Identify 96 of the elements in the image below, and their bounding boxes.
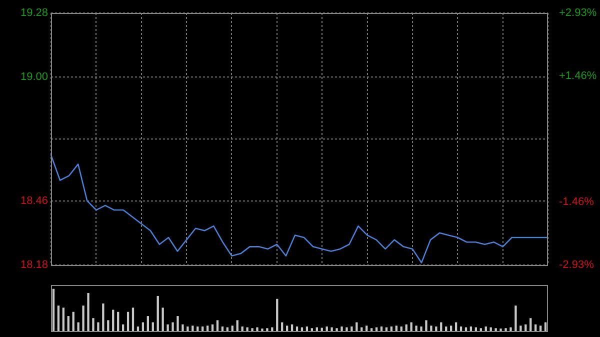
bar bbox=[494, 328, 497, 331]
bar bbox=[346, 327, 348, 331]
bar bbox=[440, 322, 442, 331]
bar bbox=[340, 326, 343, 331]
bar bbox=[390, 326, 393, 331]
bar bbox=[92, 318, 94, 331]
bar bbox=[454, 322, 458, 331]
bar bbox=[156, 296, 159, 331]
bar bbox=[52, 288, 55, 331]
y2-tick-label: -2.93% bbox=[559, 259, 594, 272]
bar bbox=[534, 324, 537, 331]
bar bbox=[504, 328, 507, 331]
bar bbox=[117, 312, 120, 331]
bar bbox=[286, 326, 288, 331]
bar bbox=[445, 326, 448, 331]
bar bbox=[450, 326, 452, 331]
bar bbox=[67, 316, 70, 331]
bar bbox=[102, 303, 104, 331]
bar bbox=[182, 324, 184, 331]
bar bbox=[146, 316, 149, 331]
bar bbox=[480, 328, 482, 331]
bar bbox=[216, 320, 219, 331]
bar bbox=[356, 322, 358, 331]
bar bbox=[430, 326, 432, 331]
bar bbox=[72, 312, 74, 331]
bar bbox=[142, 322, 144, 331]
bar bbox=[276, 298, 278, 331]
bar bbox=[520, 326, 522, 331]
bar bbox=[514, 306, 517, 331]
bar bbox=[236, 320, 238, 331]
bar bbox=[77, 322, 80, 331]
bar bbox=[211, 324, 214, 331]
y-tick-label: 19.00 bbox=[20, 71, 48, 84]
bar bbox=[122, 324, 124, 331]
y2-tick-label: -1.46% bbox=[559, 196, 594, 208]
bar bbox=[256, 327, 258, 331]
bar bbox=[192, 326, 194, 331]
bar bbox=[290, 324, 294, 331]
bar bbox=[524, 324, 527, 331]
bar bbox=[336, 328, 338, 331]
bar bbox=[350, 326, 353, 331]
bar bbox=[62, 308, 65, 331]
bar bbox=[281, 322, 284, 331]
bar bbox=[202, 326, 204, 331]
bar bbox=[460, 326, 462, 331]
bar bbox=[400, 326, 402, 331]
bar bbox=[82, 306, 84, 331]
bar bbox=[530, 318, 532, 331]
y-tick-label: 18.46 bbox=[20, 194, 48, 207]
bar bbox=[152, 322, 154, 331]
bar bbox=[196, 326, 199, 331]
y-tick-label: 18.18 bbox=[20, 259, 48, 272]
bar bbox=[484, 326, 487, 331]
bar bbox=[410, 322, 412, 331]
bar bbox=[221, 326, 224, 331]
bar bbox=[370, 328, 373, 331]
bar bbox=[176, 316, 179, 331]
bar bbox=[435, 326, 438, 331]
y-tick-label: 19.28 bbox=[20, 7, 48, 20]
bar bbox=[415, 326, 418, 331]
bar bbox=[166, 324, 169, 331]
y2-tick-label: +2.93% bbox=[559, 7, 597, 20]
bar bbox=[107, 320, 110, 331]
bar bbox=[510, 327, 512, 331]
bar bbox=[132, 308, 134, 331]
bar bbox=[172, 322, 174, 331]
bar bbox=[87, 293, 90, 331]
bar bbox=[231, 326, 234, 331]
bar bbox=[126, 312, 130, 331]
bar bbox=[136, 326, 140, 331]
bar bbox=[539, 326, 542, 331]
bar bbox=[380, 326, 383, 331]
bar bbox=[326, 326, 328, 331]
bar bbox=[112, 310, 114, 331]
bar bbox=[57, 306, 60, 331]
bar bbox=[296, 326, 298, 331]
bar bbox=[470, 326, 472, 331]
bar bbox=[251, 328, 254, 331]
bar bbox=[405, 324, 408, 331]
bar bbox=[544, 322, 547, 331]
bar bbox=[330, 327, 333, 331]
bar bbox=[97, 322, 100, 331]
y2-tick-label: +1.46% bbox=[559, 70, 597, 82]
bar bbox=[306, 326, 308, 331]
bar bbox=[320, 328, 323, 331]
bar bbox=[366, 326, 368, 331]
bar bbox=[425, 320, 428, 331]
bar bbox=[186, 326, 189, 331]
bar bbox=[162, 308, 164, 331]
bar bbox=[246, 327, 248, 331]
bar bbox=[310, 328, 314, 331]
bar bbox=[206, 326, 209, 331]
bar bbox=[395, 326, 398, 331]
bar bbox=[420, 326, 422, 331]
bar bbox=[266, 328, 268, 331]
bar bbox=[241, 326, 244, 331]
